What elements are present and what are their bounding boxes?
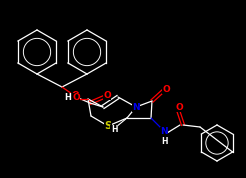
Text: S: S	[105, 121, 112, 131]
Text: O: O	[103, 90, 111, 100]
Text: N: N	[132, 103, 140, 111]
Text: O: O	[72, 93, 80, 103]
Text: O: O	[175, 103, 183, 111]
Text: O: O	[162, 85, 170, 93]
Text: N: N	[160, 127, 168, 137]
Text: O: O	[71, 91, 79, 101]
Text: H: H	[161, 137, 167, 145]
Text: H: H	[64, 93, 71, 103]
Text: H: H	[111, 125, 117, 135]
